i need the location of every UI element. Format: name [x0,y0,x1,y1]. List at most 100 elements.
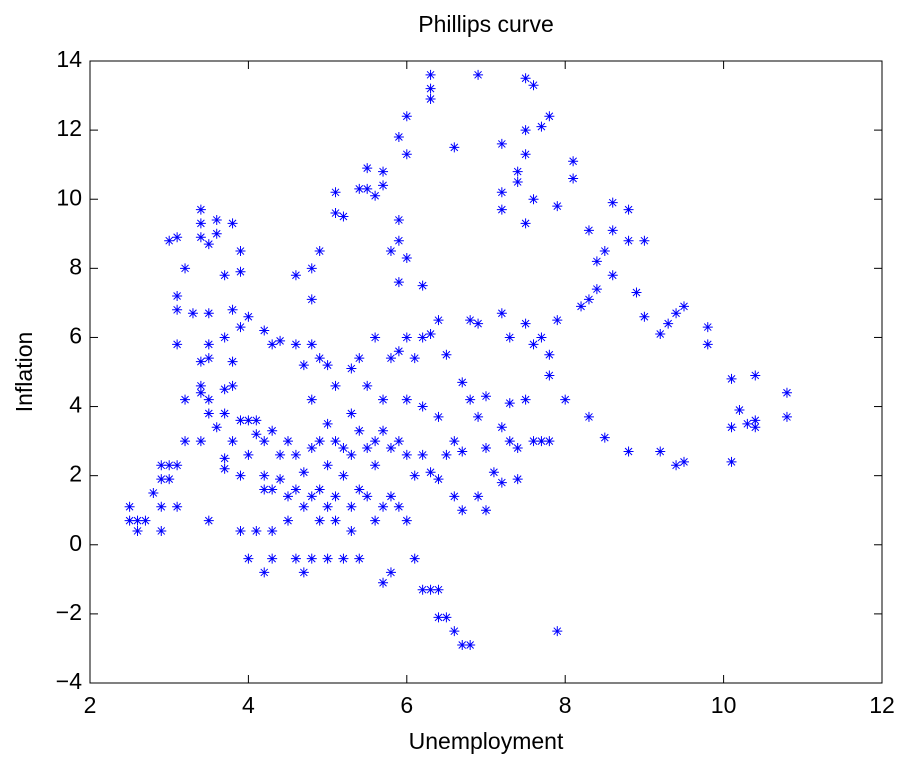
marker [465,315,476,326]
marker [702,339,713,350]
marker [655,328,666,339]
marker [441,612,452,623]
marker [552,626,563,637]
marker [679,456,689,467]
y-tick-label: 0 [69,530,82,556]
marker [180,436,191,447]
marker [346,501,357,512]
marker [346,449,357,460]
marker [330,515,341,526]
marker [243,553,254,564]
marker [481,443,491,454]
marker [726,456,737,467]
marker [211,422,222,433]
marker [172,460,183,471]
marker [607,225,618,236]
marker [378,166,389,177]
marker [290,449,301,460]
marker [148,487,159,498]
marker [496,422,507,433]
y-tick-label: 2 [69,461,82,487]
marker [330,208,341,219]
marker [283,515,293,526]
marker [314,515,325,526]
marker [528,194,539,205]
marker [393,214,404,225]
marker [275,449,286,460]
marker [267,525,278,536]
marker [520,73,531,84]
marker [417,449,428,460]
marker [338,470,349,481]
marker [243,415,254,426]
marker [306,294,317,305]
marker [512,166,523,177]
marker [568,156,579,167]
x-tick-label: 12 [869,692,895,718]
marker [520,125,531,136]
marker [560,394,571,405]
y-tick-label: 10 [56,184,82,210]
marker [259,325,270,336]
marker [275,474,286,485]
marker [393,235,404,246]
marker [322,418,333,429]
marker [330,491,341,502]
marker [346,408,357,419]
marker [195,204,206,215]
marker [354,553,365,564]
marker [393,436,404,447]
marker [726,373,737,384]
marker [655,446,666,457]
marker [385,246,396,257]
marker [401,252,412,263]
marker [370,460,381,471]
marker [156,460,167,471]
marker [496,204,507,215]
marker [401,332,412,343]
marker [203,239,214,250]
marker [370,515,381,526]
marker [259,436,270,447]
marker [663,318,674,329]
y-tick-label: 4 [69,392,82,418]
marker [417,401,428,412]
marker [195,356,206,367]
marker [591,284,602,295]
marker [235,246,246,257]
marker [180,394,191,405]
marker [378,501,389,512]
marker [132,525,143,536]
marker [576,301,587,312]
x-axis-label: Unemployment [409,728,564,754]
marker [433,612,444,623]
marker [362,183,373,194]
marker [425,328,436,339]
marker [481,505,491,516]
marker [441,349,452,360]
marker [314,436,325,447]
marker [362,380,373,391]
marker [544,111,555,122]
marker [354,484,365,495]
marker [362,163,373,174]
marker [449,626,460,637]
marker [457,639,468,650]
marker [583,225,594,236]
marker [679,301,689,312]
marker [583,294,594,305]
marker [385,491,396,502]
marker [219,332,230,343]
marker [322,553,333,564]
marker [425,69,436,80]
marker [425,94,436,105]
marker [330,187,341,198]
marker [219,384,230,395]
marker [536,436,547,447]
marker [156,501,167,512]
marker [290,270,301,281]
marker [607,197,618,208]
marker [425,467,436,478]
y-tick-label: −4 [56,668,82,694]
x-tick-label: 2 [84,692,97,718]
